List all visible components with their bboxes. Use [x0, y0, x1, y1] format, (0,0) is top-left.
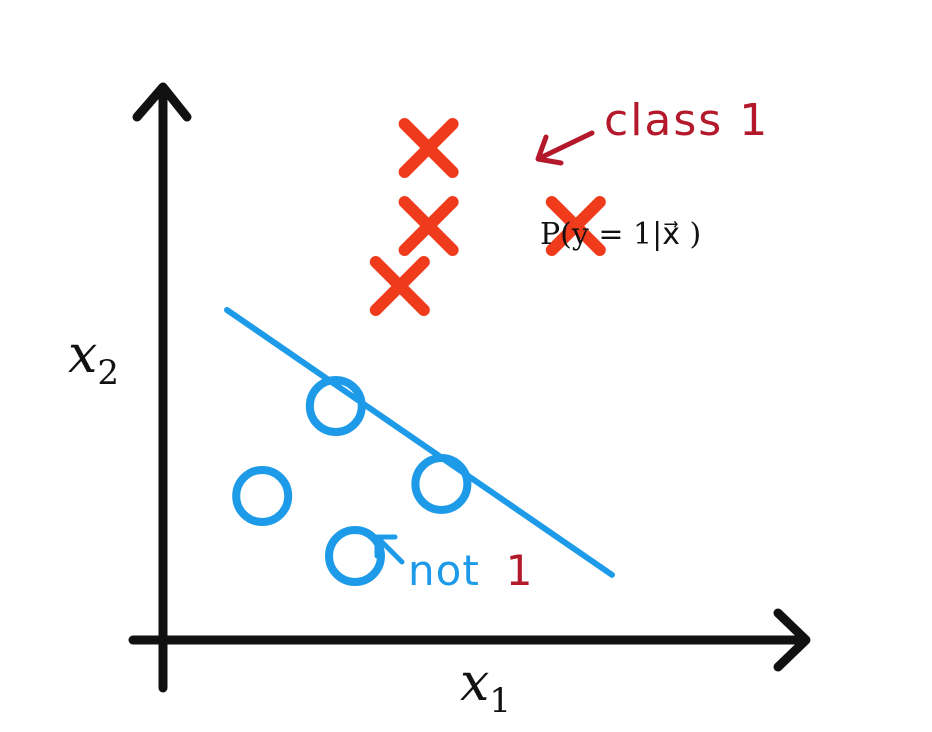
y-axis-label-subscript: 2	[97, 353, 119, 393]
y-axis-label: x2	[68, 325, 119, 393]
probability-expression: P(y = 1|x⃗ )	[540, 217, 701, 252]
class-1-cross-4	[369, 256, 430, 316]
not-1-circle-1	[305, 376, 366, 436]
class-1-label: class 1	[604, 95, 769, 146]
not-1-label: not 1	[408, 546, 534, 595]
class-1-cross-1	[398, 118, 459, 178]
not-1-points	[232, 376, 472, 586]
axes	[128, 82, 811, 693]
x-axis-label: x1	[460, 653, 511, 721]
x-axis-label-base: x	[460, 653, 489, 713]
not-1-arrow-icon	[374, 534, 405, 565]
y-axis-label-base: x	[68, 325, 97, 385]
not-word: not	[408, 546, 480, 595]
not-1-annotation: not 1	[374, 534, 534, 595]
class-1-cross-3	[545, 196, 606, 256]
x-axis-arrowhead	[773, 608, 811, 672]
not-1-circle-4	[325, 526, 385, 586]
x-axis-label-subscript: 1	[489, 681, 511, 721]
class-1-cross-2	[398, 196, 459, 256]
not-1-circle-2	[232, 466, 293, 526]
class-1-points	[369, 118, 606, 316]
not-1-circle-3	[411, 454, 472, 514]
y-axis-arrowhead	[132, 82, 192, 122]
class-1-arrow-icon	[535, 130, 595, 166]
not-number: 1	[506, 546, 534, 595]
class-1-annotation: class 1	[535, 95, 769, 166]
decision-boundary-line	[224, 307, 615, 578]
